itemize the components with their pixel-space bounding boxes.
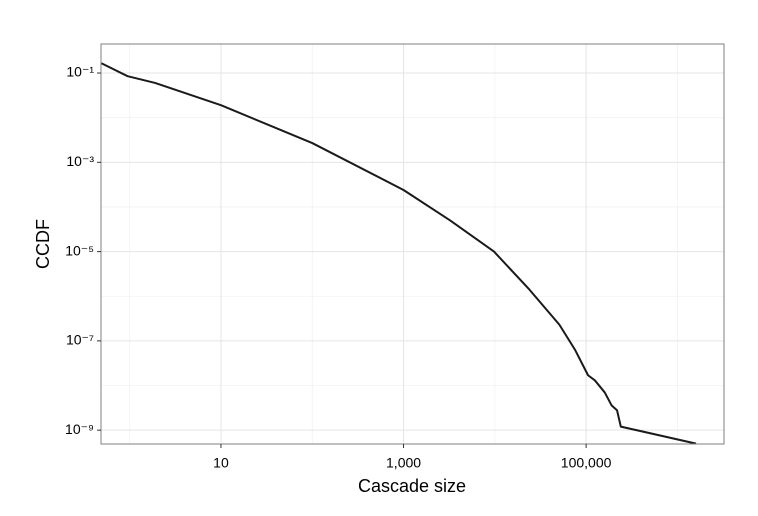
x-tick-label: 1,000 (386, 455, 421, 471)
x-tick-label: 100,000 (561, 455, 612, 471)
line (100, 62, 697, 445)
y-tick-label: 10⁻⁵ (65, 242, 94, 258)
y-axis-title: CCDF (33, 219, 53, 269)
x-axis-title: Cascade size (358, 476, 466, 496)
y-tick-label: 10⁻¹ (66, 64, 94, 80)
panel (101, 44, 724, 444)
panel-border (100, 43, 725, 445)
grid (101, 44, 724, 444)
y-tick-label: 10⁻³ (66, 153, 94, 169)
y-tick-label: 10⁻⁹ (65, 421, 94, 437)
y-tick-label: 10⁻⁷ (66, 332, 94, 348)
marks (100, 62, 697, 445)
x-tick-label: 10 (213, 455, 229, 471)
